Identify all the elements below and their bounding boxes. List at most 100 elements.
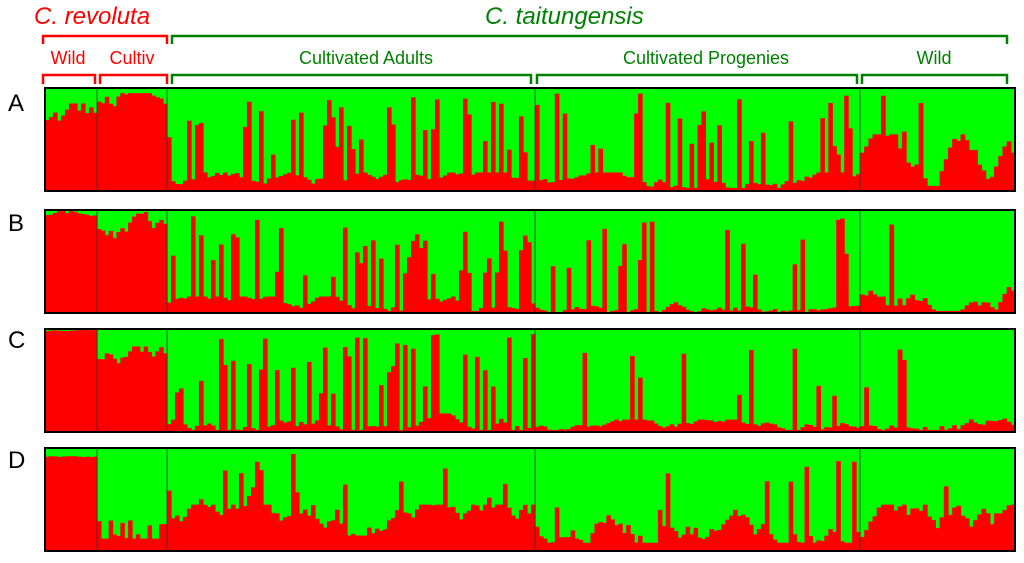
- individual-bar: [922, 298, 928, 313]
- panel-c: [44, 328, 1016, 433]
- individual-bar: [586, 542, 592, 551]
- individual-bar: [535, 307, 540, 313]
- individual-bar: [519, 429, 524, 432]
- individual-bar: [475, 505, 480, 551]
- individual-bar: [968, 302, 974, 313]
- individual-bar: [535, 426, 540, 432]
- individual-bar: [776, 427, 782, 432]
- individual-bar: [614, 525, 619, 551]
- individual-bar: [622, 175, 627, 191]
- individual-bar: [387, 520, 392, 551]
- individual-bar: [100, 359, 106, 432]
- individual-bar: [538, 309, 544, 313]
- individual-bar: [693, 421, 699, 432]
- individual-bar: [768, 310, 774, 313]
- individual-bar: [574, 538, 580, 551]
- individual-bar: [463, 513, 468, 551]
- individual-bar: [147, 93, 153, 191]
- individual-bar: [956, 140, 962, 191]
- individual-bar: [989, 307, 995, 313]
- individual-bar: [311, 183, 316, 191]
- individual-bar: [729, 419, 734, 432]
- individual-bar: [343, 347, 348, 432]
- individual-bar: [705, 420, 710, 432]
- individual-bar: [403, 273, 408, 313]
- individual-bar: [848, 306, 853, 313]
- individual-bar: [994, 166, 999, 191]
- individual-bar: [531, 180, 536, 191]
- individual-bar: [371, 426, 376, 432]
- individual-bar: [626, 177, 631, 191]
- individual-bar: [411, 517, 416, 551]
- individual-bar: [331, 520, 336, 551]
- individual-bar: [45, 215, 50, 313]
- individual-bar: [259, 470, 264, 551]
- individual-bar: [231, 504, 236, 551]
- individual-bar: [247, 101, 252, 191]
- group-label-revoluta-cultiv: Cultiv: [109, 48, 155, 68]
- individual-bar: [931, 520, 937, 551]
- individual-bar: [97, 521, 102, 551]
- individual-bar: [211, 425, 216, 432]
- panel-label-b: B: [8, 210, 25, 237]
- individual-bar: [960, 425, 966, 432]
- individual-bar: [741, 422, 746, 432]
- individual-bar: [661, 182, 667, 191]
- individual-bar: [677, 305, 683, 313]
- individual-bar: [479, 429, 484, 432]
- individual-bar: [479, 307, 484, 313]
- individual-bar: [582, 309, 588, 313]
- individual-bar: [347, 356, 352, 432]
- individual-bar: [104, 235, 110, 313]
- individual-bar: [816, 172, 821, 191]
- individual-bar: [399, 429, 404, 432]
- individual-bar: [391, 366, 396, 432]
- individual-bar: [649, 221, 655, 313]
- individual-bar: [263, 183, 268, 191]
- individual-bar: [852, 426, 857, 432]
- individual-bar: [399, 310, 404, 313]
- individual-bar: [279, 420, 284, 432]
- individual-bar: [749, 524, 754, 551]
- individual-bar: [956, 429, 962, 432]
- individual-bar: [207, 423, 212, 432]
- individual-bar: [415, 509, 420, 551]
- individual-bar: [705, 536, 710, 551]
- individual-bar: [914, 164, 920, 191]
- individual-bar: [645, 186, 651, 191]
- individual-bar: [880, 429, 886, 432]
- individual-bar: [171, 518, 176, 551]
- individual-bar: [968, 526, 974, 551]
- individual-bar: [471, 310, 476, 313]
- individual-bar: [737, 310, 742, 313]
- individual-bar: [395, 182, 400, 191]
- individual-bar: [108, 520, 114, 551]
- group-label-cultivated-progenies: Cultivated Progenies: [622, 48, 790, 68]
- individual-bar: [804, 176, 810, 191]
- individual-bar: [267, 296, 272, 313]
- panel-d: [44, 447, 1016, 552]
- individual-bar: [100, 103, 106, 191]
- individual-bar: [840, 422, 845, 432]
- individual-bar: [848, 426, 853, 432]
- individual-bar: [435, 334, 440, 432]
- individual-bar: [383, 529, 388, 551]
- individual-bar: [275, 271, 280, 313]
- individual-bar: [733, 419, 738, 432]
- individual-bar: [860, 426, 865, 432]
- individual-bar: [467, 510, 472, 551]
- individual-bar: [395, 343, 400, 432]
- individual-bar: [906, 514, 911, 551]
- individual-bar: [844, 95, 849, 191]
- individual-bar: [455, 512, 460, 551]
- individual-bar: [319, 523, 324, 551]
- individual-bar: [299, 112, 304, 191]
- individual-bar: [554, 507, 560, 551]
- individual-bar: [187, 428, 192, 432]
- individual-bar: [511, 515, 516, 551]
- individual-bar: [852, 305, 857, 313]
- individual-bar: [922, 426, 928, 432]
- individual-bar: [49, 116, 54, 191]
- individual-bar: [741, 514, 746, 551]
- individual-bar: [1006, 141, 1012, 191]
